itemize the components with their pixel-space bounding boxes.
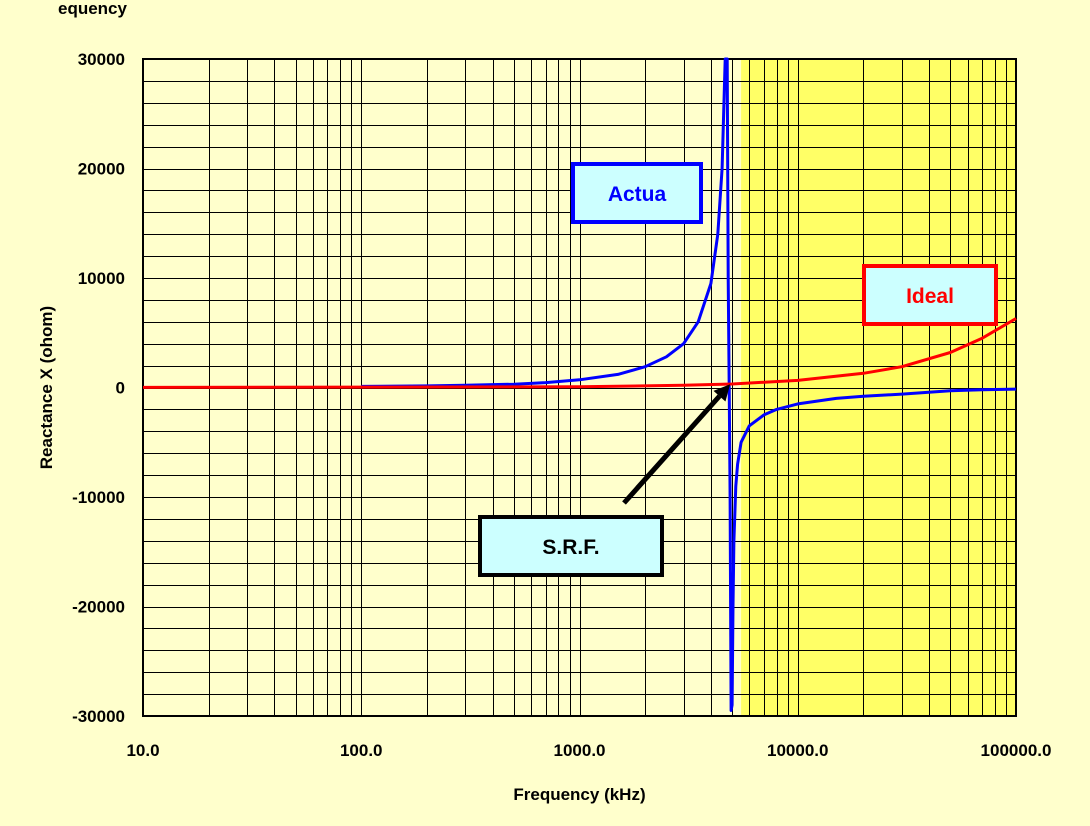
annotation-srf: S.R.F. bbox=[478, 384, 731, 577]
series-line-ideal bbox=[142, 317, 1017, 389]
plot-area bbox=[142, 57, 1017, 717]
y-tick-label: -30000 bbox=[72, 707, 125, 726]
annotation-text: Actua bbox=[608, 183, 667, 206]
annotation-box bbox=[862, 264, 998, 326]
y-tick-label: 30000 bbox=[78, 50, 125, 69]
annotation-text: S.R.F. bbox=[542, 536, 599, 559]
y-axis-label: Reactance X (ohom) bbox=[37, 306, 56, 469]
y-tick-label: 20000 bbox=[78, 160, 125, 179]
annotation-text: Ideal bbox=[906, 285, 954, 308]
annotation-box bbox=[478, 515, 664, 577]
page-title-fragment: equency bbox=[58, 0, 128, 18]
annotation-actua: Actua bbox=[571, 162, 703, 224]
annotation-ideal: Ideal bbox=[862, 264, 998, 326]
x-tick-label: 10.0 bbox=[126, 741, 159, 760]
annotation-arrow-shaft bbox=[622, 394, 722, 505]
x-tick-label: 100.0 bbox=[340, 741, 383, 760]
x-axis-label: Frequency (kHz) bbox=[513, 785, 645, 804]
annotation-box bbox=[571, 162, 703, 224]
x-tick-label: 10000.0 bbox=[767, 741, 828, 760]
y-tick-label: 10000 bbox=[78, 269, 125, 288]
x-tick-label: 1000.0 bbox=[554, 741, 606, 760]
y-tick-label: -20000 bbox=[72, 598, 125, 617]
x-tick-label: 100000.0 bbox=[981, 741, 1052, 760]
highlight-region bbox=[741, 59, 1016, 716]
y-tick-label: -10000 bbox=[72, 488, 125, 507]
plot-frame bbox=[142, 58, 1017, 717]
annotation-arrow-head bbox=[713, 384, 731, 402]
horizontal-gridlines bbox=[143, 59, 1016, 717]
series-line-actua bbox=[361, 57, 1017, 712]
y-tick-label: 0 bbox=[116, 379, 125, 398]
